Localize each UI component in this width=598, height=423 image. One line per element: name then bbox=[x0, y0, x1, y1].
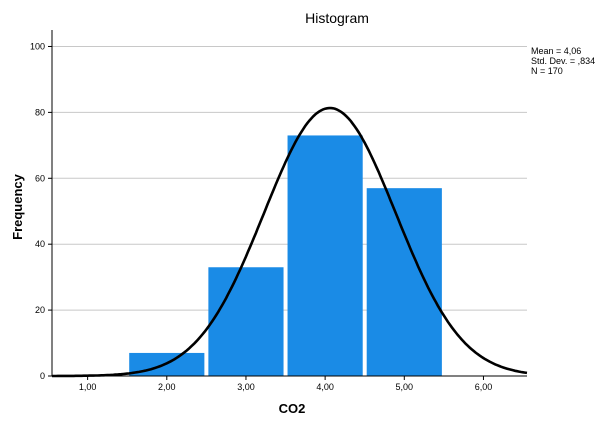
y-tick-label: 40 bbox=[35, 239, 45, 249]
x-axis-label: CO2 bbox=[279, 401, 306, 416]
y-axis-label: Frequency bbox=[10, 173, 25, 240]
histogram-bar-2 bbox=[208, 267, 283, 376]
y-tick-label: 0 bbox=[40, 371, 45, 381]
histogram-bar-3 bbox=[288, 135, 363, 376]
stats-box: Mean = 4,06 Std. Dev. = ,834 N = 170 bbox=[531, 46, 595, 76]
y-tick-label: 100 bbox=[30, 41, 45, 51]
y-tick-label: 80 bbox=[35, 107, 45, 117]
x-tick-label: 2,00 bbox=[158, 382, 176, 392]
stats-n: N = 170 bbox=[531, 66, 563, 76]
chart-title: Histogram bbox=[305, 10, 369, 26]
histogram-bar-4 bbox=[367, 188, 442, 376]
bars bbox=[129, 135, 442, 376]
x-tick-label: 1,00 bbox=[79, 382, 97, 392]
stats-mean: Mean = 4,06 bbox=[531, 46, 581, 56]
stats-std-dev: Std. Dev. = ,834 bbox=[531, 56, 595, 66]
y-tick-label: 20 bbox=[35, 305, 45, 315]
x-tick-label: 3,00 bbox=[237, 382, 255, 392]
y-tick-label: 60 bbox=[35, 173, 45, 183]
x-tick-label: 6,00 bbox=[475, 382, 493, 392]
x-tick-label: 4,00 bbox=[316, 382, 334, 392]
x-tick-label: 5,00 bbox=[396, 382, 414, 392]
